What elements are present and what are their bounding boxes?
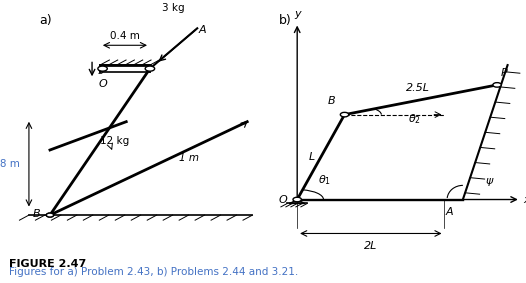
Text: 2.5L: 2.5L [406,83,430,93]
Circle shape [46,213,54,217]
Text: b): b) [279,14,291,27]
Circle shape [145,66,155,71]
Circle shape [46,213,54,217]
Text: $\theta_1$: $\theta_1$ [318,173,331,187]
Text: $\psi$: $\psi$ [485,176,495,188]
Text: g: g [97,64,105,74]
Text: B: B [328,96,336,106]
Text: 0.4 m: 0.4 m [110,31,140,41]
Circle shape [293,197,301,202]
Text: 12 kg: 12 kg [100,136,129,147]
Circle shape [98,66,107,71]
Text: a): a) [39,14,52,27]
Text: O: O [98,79,107,89]
Text: 0.8 m: 0.8 m [0,159,20,169]
Text: P: P [501,68,508,78]
Text: 2L: 2L [364,241,378,251]
Text: Figures for a) Problem 2.43, b) Problems 2.44 and 3.21.: Figures for a) Problem 2.43, b) Problems… [9,267,299,277]
Text: $\theta_2$: $\theta_2$ [408,113,421,126]
Text: O: O [278,194,287,205]
Text: B: B [33,209,40,219]
Text: L: L [308,152,315,162]
Text: FIGURE 2.47: FIGURE 2.47 [9,259,87,269]
Text: A: A [446,207,453,217]
Text: 1 m: 1 m [179,153,199,164]
Text: y: y [294,9,300,19]
Text: 3 kg: 3 kg [162,3,185,13]
Text: x: x [523,194,526,205]
Circle shape [340,112,349,117]
Text: A: A [199,25,206,35]
Circle shape [493,83,501,87]
